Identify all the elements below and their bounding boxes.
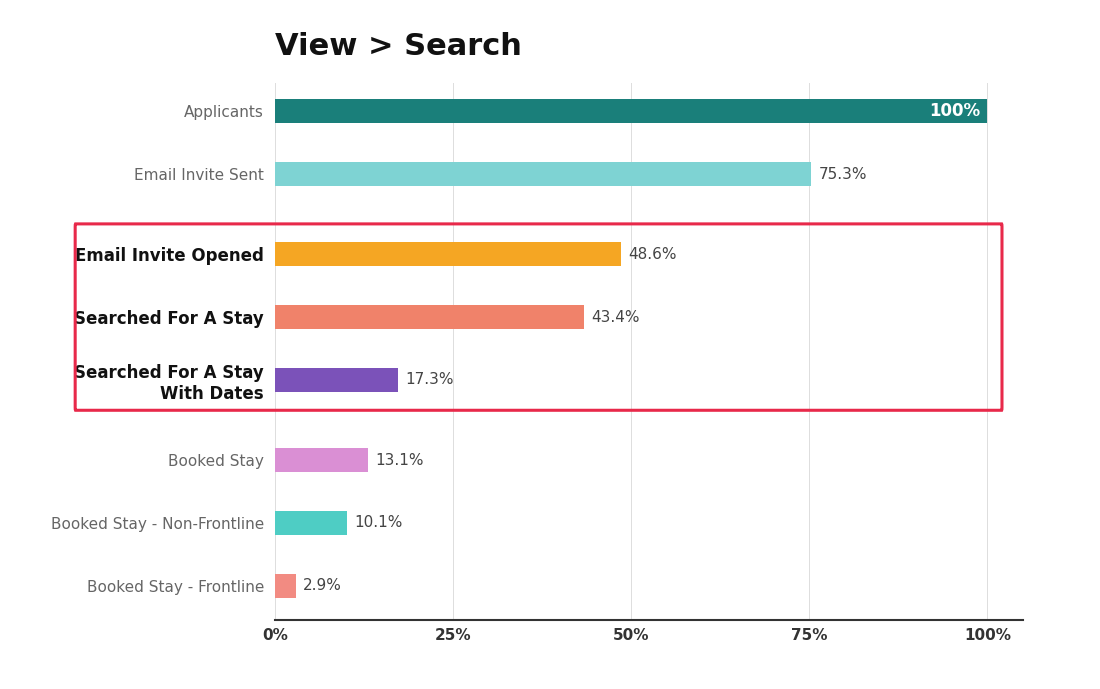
Text: 75.3%: 75.3%	[818, 167, 867, 182]
Text: 43.4%: 43.4%	[592, 309, 640, 325]
Bar	[275, 448, 368, 472]
Bar	[275, 162, 812, 186]
Text: 13.1%: 13.1%	[375, 453, 424, 468]
Text: 10.1%: 10.1%	[354, 515, 403, 531]
Text: 100%: 100%	[930, 102, 980, 121]
Bar	[275, 574, 296, 598]
Bar	[275, 305, 584, 329]
Bar	[275, 243, 622, 266]
Bar	[275, 99, 988, 123]
Bar	[275, 511, 346, 535]
Bar	[275, 368, 398, 392]
Text: 2.9%: 2.9%	[302, 578, 342, 593]
Text: 17.3%: 17.3%	[406, 373, 454, 387]
Text: View > Search: View > Search	[275, 32, 521, 61]
Text: 48.6%: 48.6%	[628, 247, 676, 262]
